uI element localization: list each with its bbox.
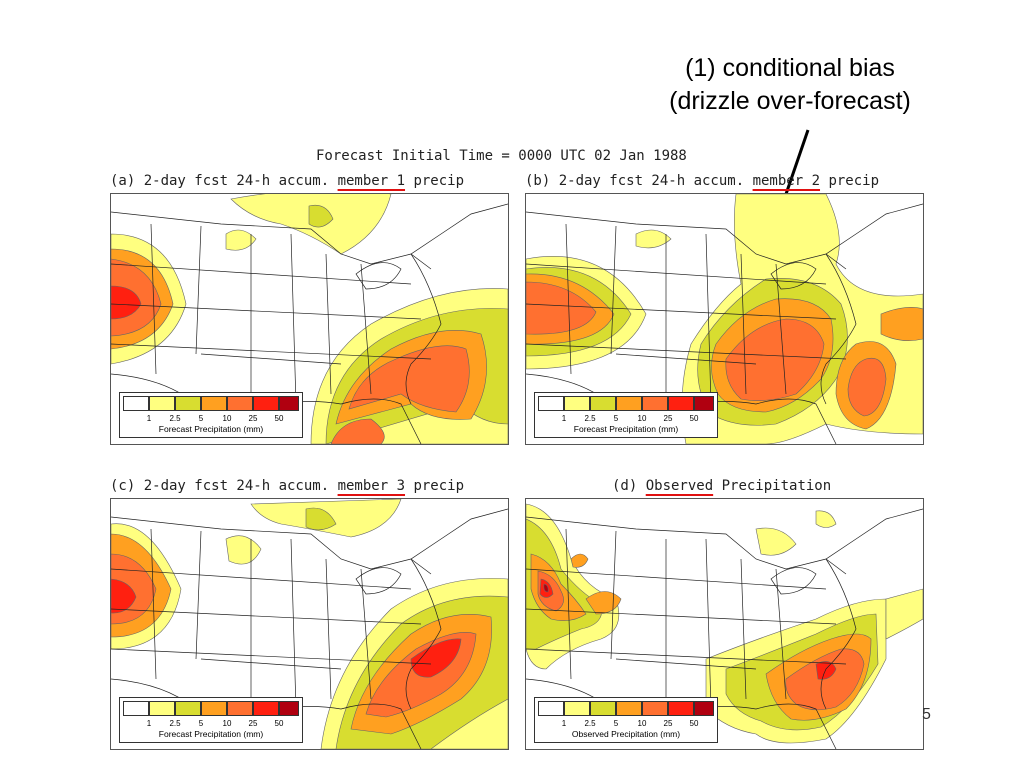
legend-swatch-0	[538, 701, 564, 716]
legend-tick: 5	[613, 719, 619, 728]
legend-a: 1 2.5 5 10 25 50 Forecast Precipitation …	[119, 392, 303, 438]
map-panel-c: 1 2.5 5 10 25 50 Forecast Precipitation …	[110, 498, 509, 750]
legend-tick: 5	[198, 719, 204, 728]
legend-tick: 5	[198, 414, 204, 423]
legend-tick: 50	[689, 719, 699, 728]
precip-fill	[111, 499, 508, 749]
figure-title: Forecast Initial Time = 0000 UTC 02 Jan …	[316, 148, 687, 164]
legend-swatch-6	[694, 396, 714, 411]
legend-swatch-4	[227, 701, 253, 716]
legend-caption: Forecast Precipitation (mm)	[158, 424, 264, 434]
legend-swatch-6	[694, 701, 714, 716]
legend-tick: 2.5	[169, 719, 181, 728]
legend-tick: 50	[274, 414, 284, 423]
legend-swatch-1	[149, 396, 175, 411]
legend-swatch-4	[227, 396, 253, 411]
legend-tick: 25	[663, 414, 673, 423]
legend-swatch-4	[642, 701, 668, 716]
legend-tick: 10	[637, 414, 647, 423]
legend-caption: Forecast Precipitation (mm)	[573, 424, 679, 434]
legend-swatch-1	[564, 701, 590, 716]
legend-swatch-3	[616, 701, 642, 716]
annotation: (1) conditional bias (drizzle over-forec…	[620, 52, 960, 118]
legend-tick: 25	[248, 414, 258, 423]
legend-d: 1 2.5 5 10 25 50 Observed Precipitation …	[534, 697, 718, 743]
annotation-line-1: (1) conditional bias	[685, 54, 895, 82]
map-panel-a: 1 2.5 5 10 25 50 Forecast Precipitation …	[110, 193, 509, 445]
annotation-line-2: (drizzle over-forecast)	[669, 87, 911, 115]
panel-c-title: (c) 2-day fcst 24-h accum. member 3 prec…	[110, 478, 465, 494]
legend-tick: 2.5	[584, 414, 596, 423]
legend-tick: 25	[663, 719, 673, 728]
legend-b: 1 2.5 5 10 25 50 Forecast Precipitation …	[534, 392, 718, 438]
panel-b-title: (b) 2-day fcst 24-h accum. member 2 prec…	[525, 173, 880, 189]
precip-map-d	[526, 503, 923, 749]
legend-swatch-5	[668, 396, 694, 411]
legend-tick: 50	[689, 414, 699, 423]
precip-fill	[526, 503, 923, 744]
legend-c: 1 2.5 5 10 25 50 Forecast Precipitation …	[119, 697, 303, 743]
legend-tick: 50	[274, 719, 284, 728]
legend-tick: 1	[561, 414, 567, 423]
precip-fill	[526, 194, 923, 444]
legend-swatch-5	[253, 701, 279, 716]
legend-swatch-3	[201, 396, 227, 411]
legend-swatch-4	[642, 396, 668, 411]
page-number: 5	[922, 706, 931, 723]
legend-tick: 1	[146, 414, 152, 423]
legend-swatch-2	[590, 396, 616, 411]
panel-b-highlight: member 2	[752, 173, 821, 189]
legend-tick: 2.5	[169, 414, 181, 423]
precip-fill	[111, 194, 508, 444]
legend-swatch-2	[175, 396, 201, 411]
legend-caption: Observed Precipitation (mm)	[571, 729, 681, 739]
legend-swatch-2	[175, 701, 201, 716]
legend-tick: 10	[222, 719, 232, 728]
map-panel-b: 1 2.5 5 10 25 50 Forecast Precipitation …	[525, 193, 924, 445]
panel-d-title: (d) Observed Precipitation	[612, 478, 832, 494]
legend-swatch-2	[590, 701, 616, 716]
legend-caption: Forecast Precipitation (mm)	[158, 729, 264, 739]
panel-c-highlight: member 3	[337, 478, 406, 494]
legend-tick: 1	[561, 719, 567, 728]
legend-swatch-6	[279, 396, 299, 411]
legend-swatch-1	[564, 396, 590, 411]
legend-swatch-0	[538, 396, 564, 411]
precip-map-b	[526, 194, 923, 444]
legend-swatch-6	[279, 701, 299, 716]
legend-swatch-1	[149, 701, 175, 716]
legend-tick: 25	[248, 719, 258, 728]
panel-d-highlight: Observed	[645, 478, 714, 494]
legend-tick: 1	[146, 719, 152, 728]
legend-tick: 2.5	[584, 719, 596, 728]
panel-a-title: (a) 2-day fcst 24-h accum. member 1 prec…	[110, 173, 465, 189]
legend-swatch-5	[253, 396, 279, 411]
map-panel-d: 1 2.5 5 10 25 50 Observed Precipitation …	[525, 498, 924, 750]
precip-map-a	[111, 194, 508, 444]
panel-a-highlight: member 1	[337, 173, 406, 189]
legend-swatch-5	[668, 701, 694, 716]
legend-tick: 10	[222, 414, 232, 423]
legend-swatch-0	[123, 701, 149, 716]
legend-tick: 5	[613, 414, 619, 423]
precip-map-c	[111, 499, 508, 749]
legend-tick: 10	[637, 719, 647, 728]
legend-swatch-0	[123, 396, 149, 411]
legend-swatch-3	[616, 396, 642, 411]
legend-swatch-3	[201, 701, 227, 716]
